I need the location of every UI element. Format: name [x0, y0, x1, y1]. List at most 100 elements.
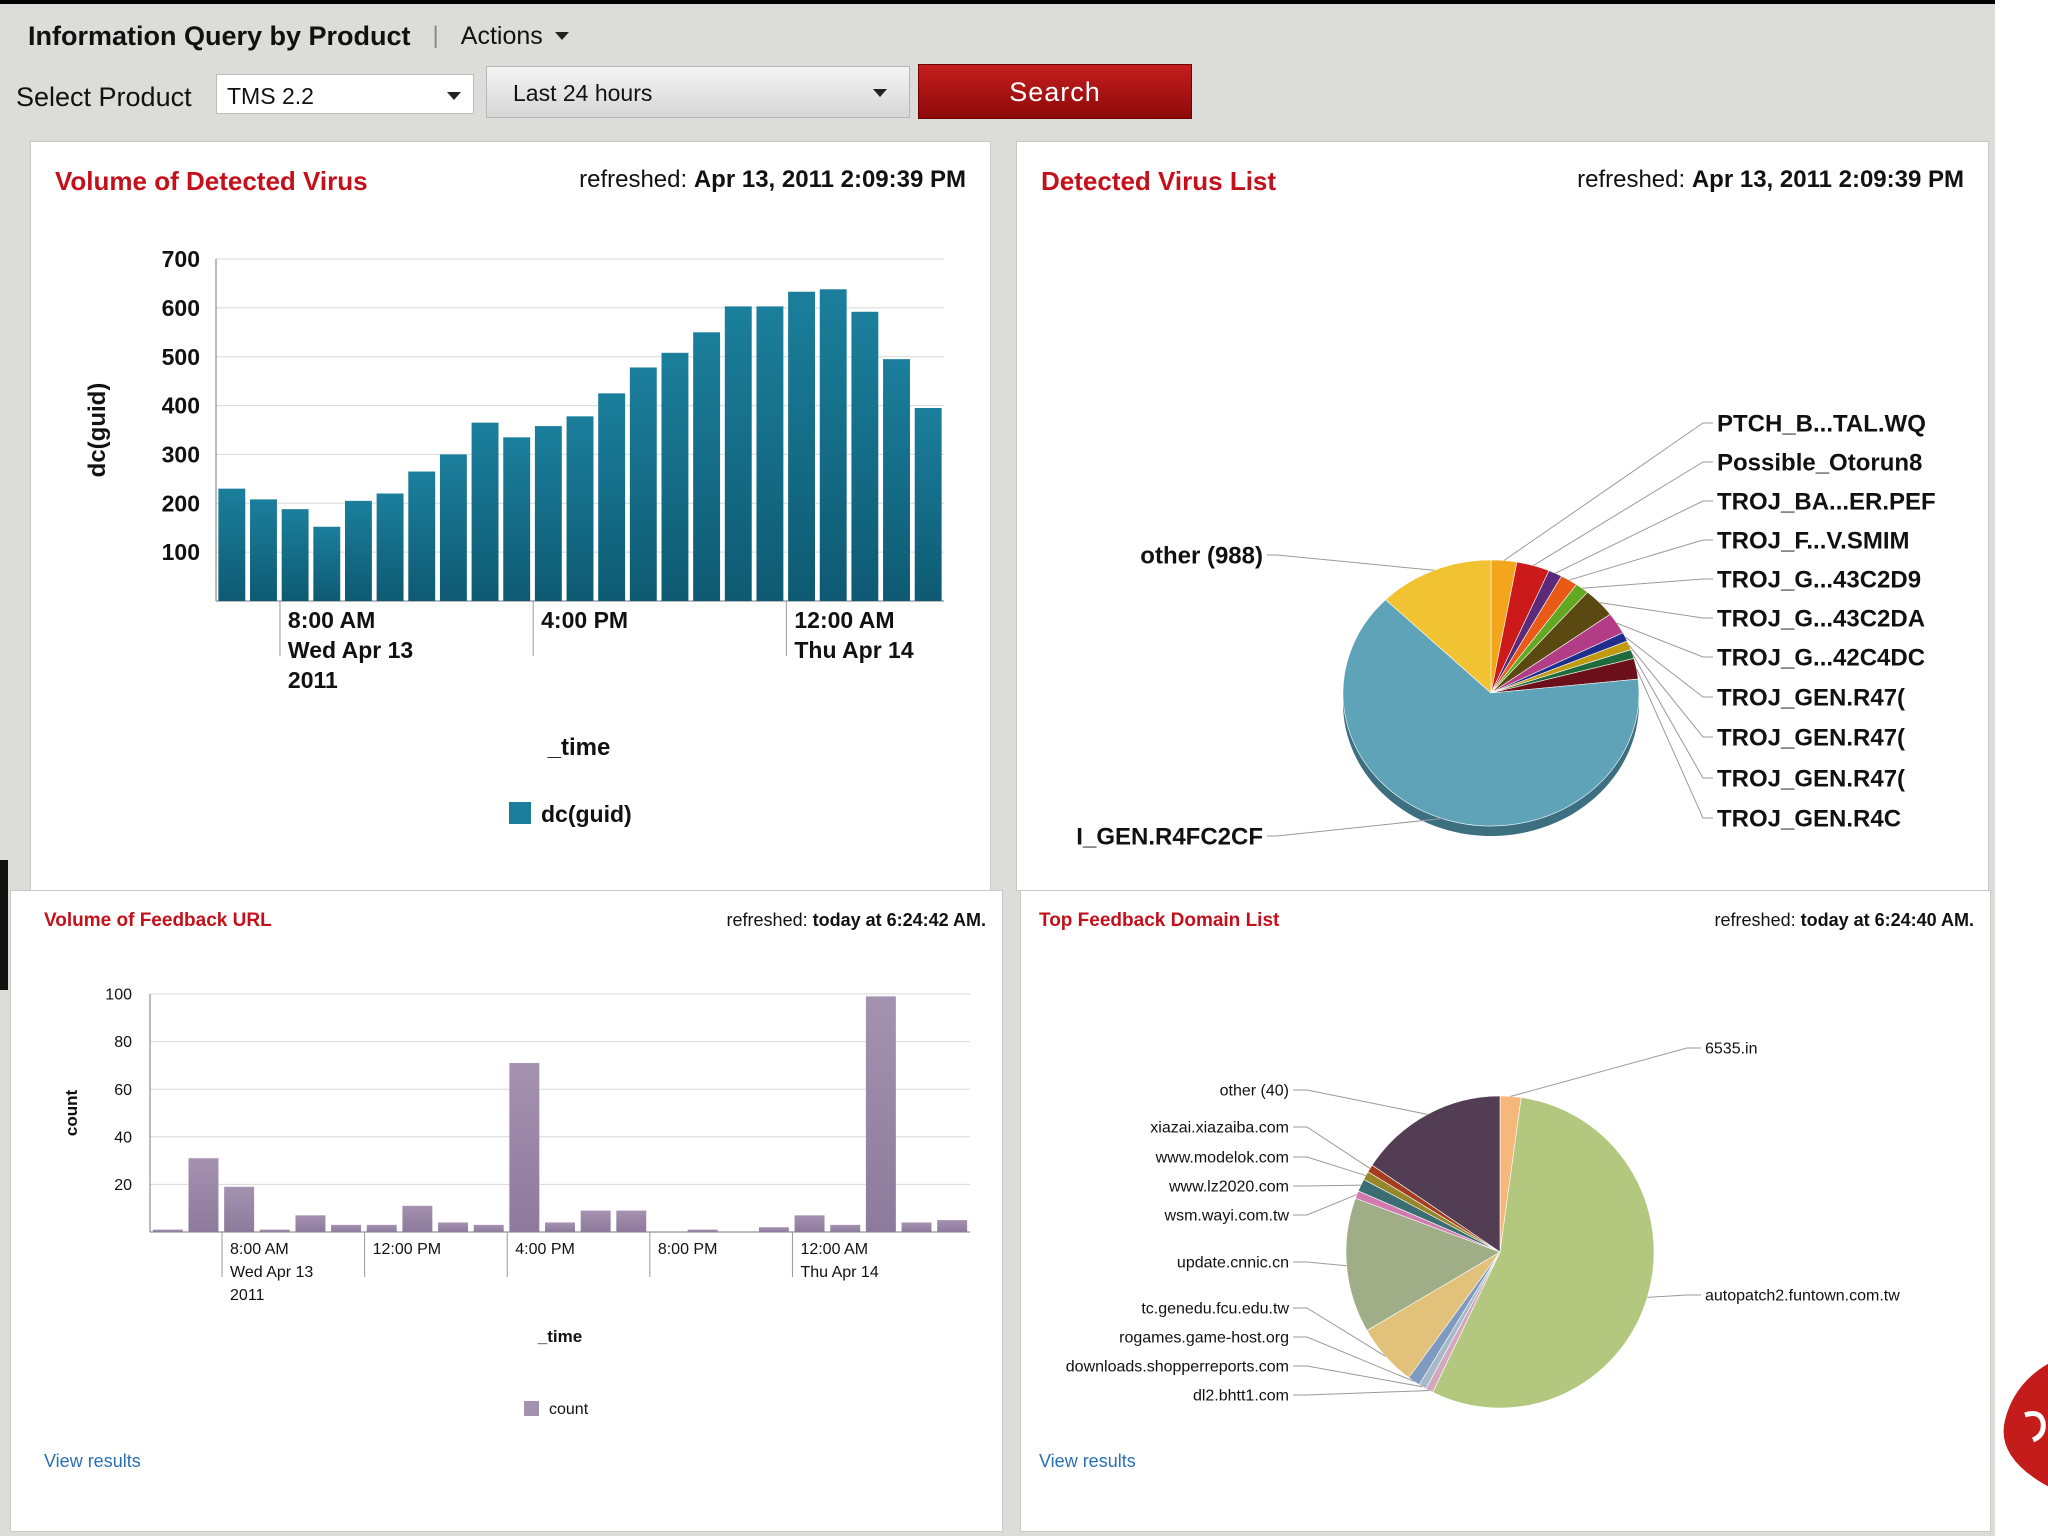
- x-tick-label: 8:00 AM: [288, 607, 375, 633]
- pie-slice-label: TROJ_G...43C2DA: [1717, 605, 1925, 632]
- pie-slice-label: www.modelok.com: [1155, 1150, 1289, 1167]
- actions-label: Actions: [460, 21, 543, 50]
- y-tick-label: 400: [162, 393, 200, 419]
- x-tick-label: Wed Apr 13: [288, 637, 413, 663]
- bar: [661, 352, 689, 601]
- x-tick-label: Thu Apr 14: [794, 637, 913, 663]
- pie-leader-line: [1647, 1294, 1701, 1298]
- pie-leader-line: [1293, 1194, 1358, 1216]
- pie-leader-line: [1267, 818, 1443, 837]
- refreshed-prefix: refreshed:: [1577, 166, 1686, 193]
- domain-list-refreshed: refreshed: today at 6:24:40 AM.: [1715, 910, 1974, 931]
- bar: [883, 359, 910, 601]
- pie-leader-line: [1293, 1089, 1428, 1115]
- domain-list-title: Top Feedback Domain List: [1039, 910, 1280, 931]
- url-volume-refreshed: refreshed: today at 6:24:42 AM.: [727, 910, 986, 931]
- product-select[interactable]: TMS 2.2: [216, 74, 474, 114]
- bar: [545, 1222, 575, 1232]
- pie-slice-label: dl2.bhtt1.com: [1193, 1388, 1289, 1405]
- x-tick-label: 2011: [230, 1287, 265, 1304]
- y-tick-label: 80: [114, 1034, 132, 1051]
- y-axis-label: dc(guid): [84, 383, 111, 478]
- virus-list-chart: PTCH_B...TAL.WQ Possible_Otorun8 TROJ_BA..…: [1076, 410, 1936, 850]
- x-tick-label: 2011: [288, 667, 338, 693]
- bar: [331, 1224, 362, 1232]
- pie-slice-label: autopatch2.funtown.com.tw: [1705, 1288, 1900, 1305]
- y-tick-label: 100: [105, 987, 132, 1004]
- bar: [724, 306, 752, 601]
- pie-slice-label: TROJ_G...42C4DC: [1717, 644, 1925, 671]
- pie-slice-label: TROJ_GEN.R47(: [1717, 684, 1905, 711]
- x-axis-label: _time: [537, 1327, 582, 1346]
- virus-list-refreshed: refreshed: Apr 13, 2011 2:09:39 PM: [1577, 166, 1964, 194]
- brand-logo: [2003, 1363, 2048, 1487]
- pie-slice-label: xiazai.xiazaiba.com: [1150, 1120, 1289, 1137]
- title-row: Information Query by Product | Actions: [28, 18, 569, 54]
- x-tick-label: 4:00 PM: [515, 1241, 575, 1258]
- view-results-link[interactable]: View results: [1039, 1451, 1136, 1471]
- product-label: Select Product: [16, 82, 192, 112]
- pie-slice-label: other (40): [1220, 1083, 1289, 1100]
- bar: [344, 500, 372, 601]
- bar: [250, 499, 277, 601]
- pie-leader-line: [1267, 554, 1434, 571]
- legend-swatch: [524, 1401, 539, 1416]
- pie-slice: [1345, 1197, 1501, 1331]
- bar: [616, 1210, 647, 1232]
- title-separator: |: [432, 22, 439, 49]
- virus-volume-chart: 100 200 300 400 500 600 700 8:00 AM Wed Apr 13 20…: [84, 246, 944, 827]
- x-tick-label: Wed Apr 13: [230, 1264, 313, 1281]
- pie-slice-label: 6535.in: [1705, 1041, 1758, 1058]
- bar: [295, 1215, 326, 1232]
- query-controls: Select Product TMS 2.2 Last 24 hours Sea…: [16, 64, 1196, 120]
- pie-leader-line: [1293, 1126, 1371, 1169]
- bar: [865, 996, 896, 1232]
- chevron-down-icon: [554, 32, 569, 40]
- time-range-select[interactable]: Last 24 hours: [486, 66, 910, 118]
- legend-label: dc(guid): [541, 801, 632, 827]
- pie-leader-line: [1293, 1307, 1386, 1357]
- pie-slice-label: I_GEN.R4FC2CF: [1076, 823, 1263, 850]
- search-button[interactable]: Search: [918, 64, 1192, 119]
- pie-leader-line: [1636, 668, 1713, 819]
- view-results-link[interactable]: View results: [44, 1451, 141, 1471]
- pie-leader-line: [1632, 653, 1713, 779]
- bar: [218, 488, 246, 601]
- pie-slice-label: TROJ_BA...ER.PEF: [1717, 488, 1936, 515]
- pie-slice-label: TROJ_G...43C2D9: [1717, 566, 1921, 593]
- pie-leader-line: [1532, 461, 1713, 566]
- refreshed-value: today at 6:24:42 AM.: [812, 910, 986, 930]
- refreshed-value: Apr 13, 2011 2:09:39 PM: [1691, 166, 1964, 193]
- x-tick-label: 12:00 PM: [373, 1241, 441, 1258]
- pie-leader-line: [1293, 1156, 1366, 1177]
- pie-slice-label: tc.genedu.fcu.edu.tw: [1141, 1301, 1289, 1318]
- x-tick-label: Thu Apr 14: [800, 1264, 878, 1281]
- bar: [188, 1158, 219, 1232]
- bar: [471, 422, 499, 601]
- bar: [794, 1215, 825, 1232]
- bar: [534, 426, 562, 601]
- domain-list-chart: 6535.in autopatch2.funtown.com.tw dl2.bhtt…: [1066, 1041, 1900, 1409]
- bar: [819, 289, 847, 601]
- pie-slice-label: Possible_Otorun8: [1717, 449, 1922, 476]
- y-tick-label: 500: [162, 344, 200, 370]
- window-top-edge: [0, 0, 1995, 4]
- pie-slice-label: update.cnnic.cn: [1177, 1255, 1289, 1272]
- actions-menu[interactable]: Actions: [461, 22, 569, 51]
- y-tick-label: 300: [162, 441, 200, 467]
- pie-leader-line: [1293, 1184, 1361, 1187]
- pie-slice-label: TROJ_GEN.R47(: [1717, 765, 1905, 792]
- pie-leader-line: [1616, 622, 1713, 658]
- pie-slice: [1371, 1095, 1501, 1253]
- refreshed-value: Apr 13, 2011 2:09:39 PM: [693, 166, 966, 193]
- y-tick-label: 100: [162, 539, 200, 565]
- bar: [366, 1224, 397, 1232]
- page-title: Information Query by Product: [28, 20, 411, 51]
- pie-slice: [1342, 599, 1640, 827]
- pie-leader-line: [1293, 1336, 1415, 1382]
- pie-slice-label: downloads.shopperreports.com: [1066, 1359, 1289, 1376]
- pie-leader-line: [1628, 645, 1713, 738]
- time-range-value: Last 24 hours: [513, 80, 653, 106]
- x-tick-label: 12:00 AM: [794, 607, 894, 633]
- x-tick-label: 4:00 PM: [541, 607, 628, 633]
